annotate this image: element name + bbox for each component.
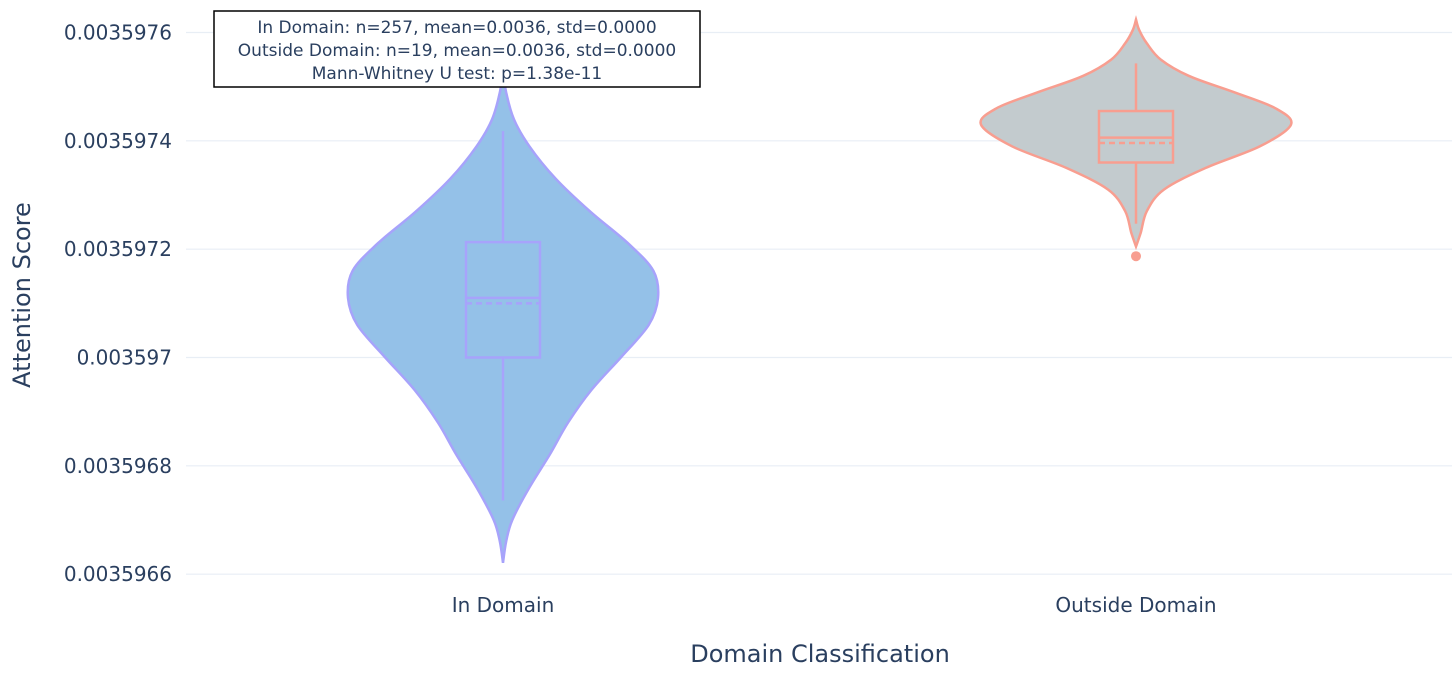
x-tick-label: In Domain	[452, 593, 555, 617]
violin-body	[979, 15, 1293, 251]
violin-outside-domain	[979, 15, 1293, 262]
outlier-point	[1131, 251, 1141, 262]
iqr-box	[464, 240, 542, 359]
x-tick-label: Outside Domain	[1055, 593, 1216, 617]
y-tick-label: 0.0035974	[64, 129, 172, 153]
violins	[346, 15, 1293, 563]
y-tick-label: 0.0035968	[64, 454, 172, 478]
x-axis-title: Domain Classification	[690, 640, 950, 668]
y-tick-label: 0.0035972	[64, 237, 172, 261]
violin-in-domain	[346, 70, 660, 563]
stats-annotation: In Domain: n=257, mean=0.0036, std=0.000…	[213, 10, 701, 88]
y-axis-ticks: 0.0035966 0.0035968 0.003597 0.0035972 0.003…	[64, 21, 172, 587]
stats-line-mann-whitney: Mann-Whitney U test: p=1.38e-11	[312, 64, 603, 84]
x-axis-ticks: In Domain Outside Domain	[452, 593, 1217, 617]
y-tick-label: 0.0035966	[64, 562, 172, 586]
stats-line-outside-domain: Outside Domain: n=19, mean=0.0036, std=0…	[238, 41, 676, 61]
y-axis-title: Attention Score	[8, 202, 36, 388]
stats-line-in-domain: In Domain: n=257, mean=0.0036, std=0.000…	[257, 18, 656, 38]
y-tick-label: 0.0035976	[64, 21, 172, 45]
y-tick-label: 0.003597	[77, 346, 172, 370]
stats-annotation-box	[213, 10, 701, 88]
